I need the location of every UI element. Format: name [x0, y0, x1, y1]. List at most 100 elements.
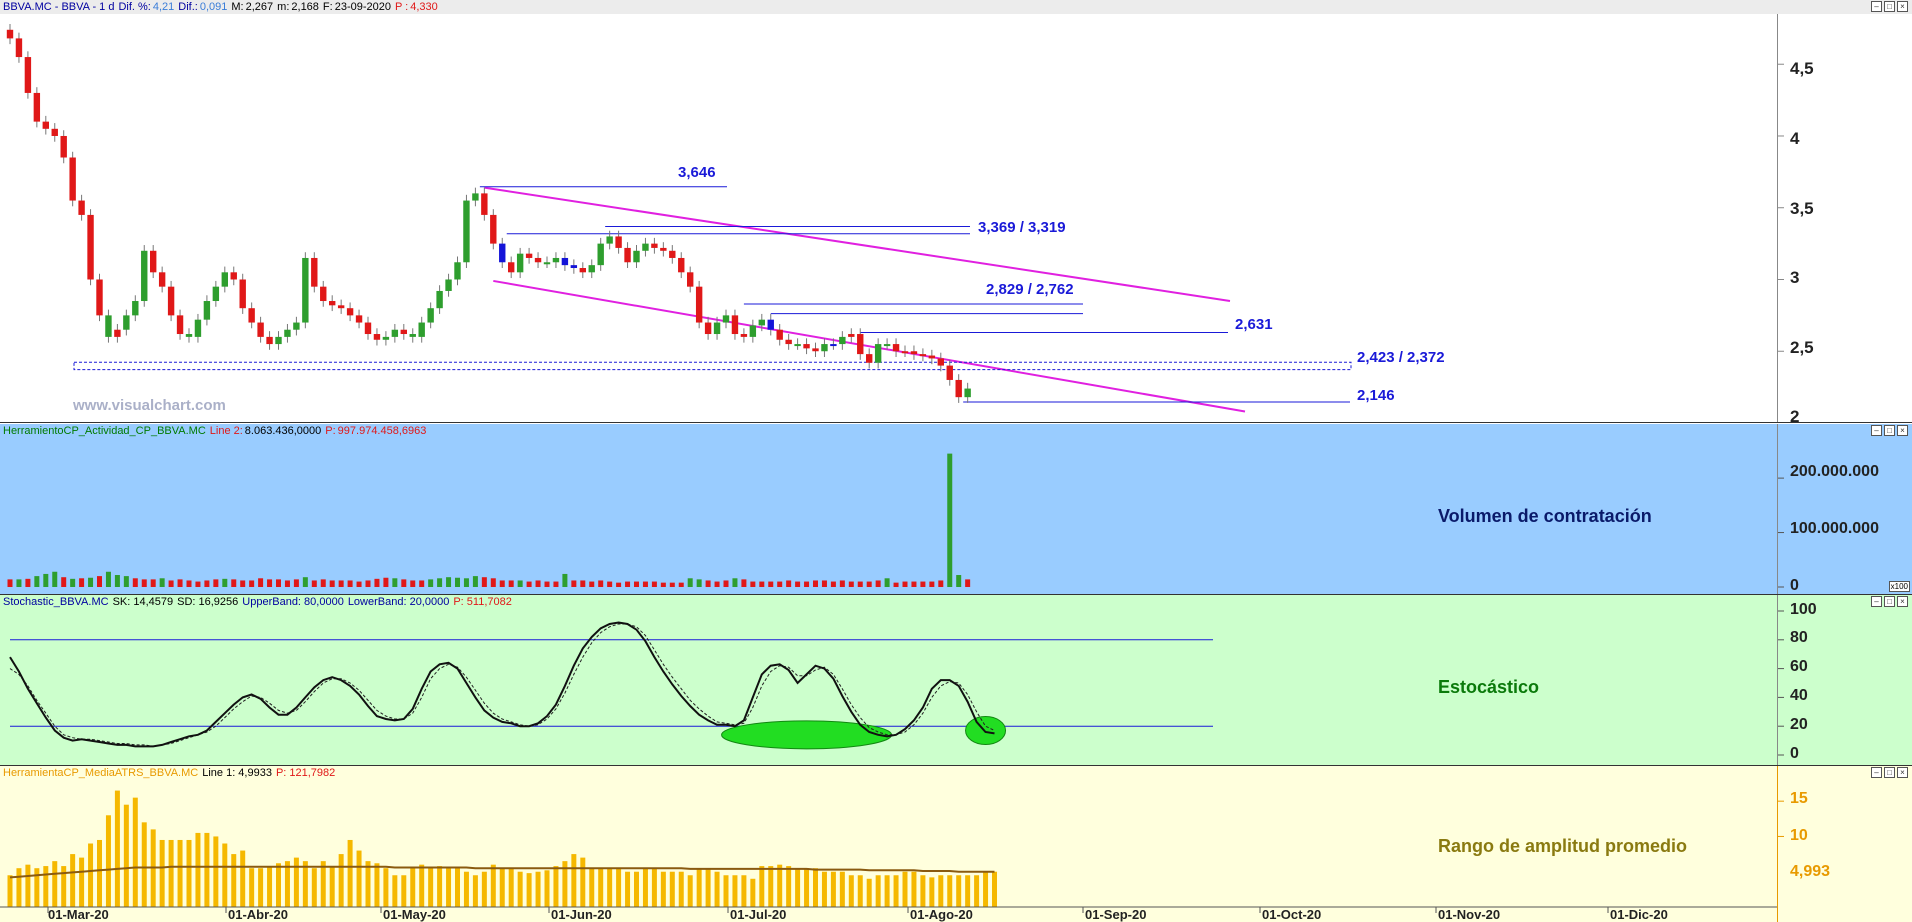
level-label-2829-2762: 2,829 / 2,762 — [986, 281, 1074, 298]
minimize-icon[interactable]: – — [1871, 425, 1882, 436]
candle-body — [132, 301, 139, 316]
atr-bar — [88, 843, 94, 907]
volume-bar — [204, 580, 210, 587]
volume-bar — [911, 581, 917, 587]
atr-bar — [141, 822, 147, 907]
candle-body — [794, 344, 801, 347]
volume-bar — [553, 581, 559, 587]
atr-bar — [965, 875, 971, 907]
minimize-icon[interactable]: – — [1871, 596, 1882, 607]
candle-body — [678, 257, 685, 273]
atr-bar — [660, 871, 666, 907]
minimize-icon[interactable]: – — [1871, 767, 1882, 778]
atr-bar — [320, 861, 326, 907]
candle-body — [141, 250, 148, 302]
volume-bar — [938, 580, 944, 587]
volume-bar — [293, 579, 299, 587]
min-value: 2,168 — [291, 1, 319, 13]
volume-bar — [562, 573, 568, 587]
volume-bar — [258, 578, 264, 587]
candle-body — [212, 286, 220, 302]
volume-bar — [419, 580, 425, 587]
x-label-ago: 01-Ago-20 — [910, 907, 973, 922]
atr-bar — [52, 861, 58, 907]
volume-bar — [732, 578, 738, 587]
candle-body — [51, 128, 58, 136]
close-icon[interactable]: × — [1897, 425, 1908, 436]
atr-window-controls: – □ × — [1869, 767, 1908, 778]
atr-bar — [598, 868, 604, 907]
volume-bar — [347, 580, 353, 587]
candle-body — [33, 92, 41, 122]
candle-body — [687, 272, 694, 287]
candle-body — [615, 236, 622, 248]
price-tick-2-5: 2,5 — [1790, 338, 1814, 357]
candle-body — [821, 344, 828, 352]
stoch-sk: SK: 14,4579 — [112, 596, 174, 608]
symbol-label: BBVA.MC - BBVA - 1 d — [3, 1, 115, 13]
candle-body — [418, 322, 425, 337]
volume-bar — [302, 577, 308, 587]
volume-bar — [249, 580, 255, 587]
candle-body — [78, 200, 85, 215]
atr-bar — [669, 871, 675, 907]
atr-bar — [25, 864, 31, 907]
volume-bar — [114, 575, 120, 587]
atr-bar — [839, 871, 845, 907]
volume-bar — [589, 581, 595, 587]
maximize-icon[interactable]: □ — [1884, 1, 1895, 12]
atr-bar — [848, 875, 854, 907]
candle-body — [516, 253, 524, 273]
volume-bar — [705, 580, 711, 587]
atr-bar — [159, 839, 165, 907]
volume-bar — [52, 571, 58, 587]
volume-bar — [723, 580, 729, 587]
volume-bar — [267, 579, 273, 587]
atr-bar — [526, 873, 532, 907]
maximize-icon[interactable]: □ — [1884, 767, 1895, 778]
volume-bar — [79, 578, 85, 587]
volume-bar — [374, 578, 380, 587]
volume-line-value: 8.063.436,0000 — [244, 425, 322, 437]
dif-pct-value: 4,21 — [152, 1, 175, 13]
atr-bar — [302, 861, 308, 907]
atr-bar — [696, 868, 702, 907]
close-icon[interactable]: × — [1897, 1, 1908, 12]
close-icon[interactable]: × — [1897, 596, 1908, 607]
stoch-upper: UpperBand: 80,0000 — [242, 596, 344, 608]
volume-bar — [651, 581, 657, 587]
volume-p-value: 997.974.458,6963 — [337, 425, 427, 437]
volume-bar — [884, 578, 890, 587]
maximize-icon[interactable]: □ — [1884, 596, 1895, 607]
volume-bar — [105, 571, 111, 587]
p-value: 4,330 — [410, 1, 438, 13]
price-header: BBVA.MC - BBVA - 1 d Dif. %: 4,21 Dif.: 0,09… — [0, 0, 1912, 14]
candle-body — [346, 308, 354, 316]
volume-bar — [929, 581, 935, 587]
atr-bar — [472, 875, 478, 907]
close-icon[interactable]: × — [1897, 767, 1908, 778]
volume-bar — [168, 580, 174, 587]
volume-bar — [678, 582, 684, 587]
atr-bar — [929, 877, 935, 907]
atr-bar — [499, 868, 505, 907]
atr-bar — [293, 857, 299, 907]
support-zone-2423-2372 — [73, 361, 1352, 371]
min-label: m: — [277, 1, 290, 13]
stoch-p: P: 511,7082 — [453, 596, 512, 608]
candle-body — [606, 236, 613, 244]
maximize-icon[interactable]: □ — [1884, 425, 1895, 436]
candle-body — [239, 279, 246, 309]
candle-body — [293, 322, 300, 330]
volume-bar — [821, 580, 827, 587]
volume-p-label: P: — [325, 425, 336, 437]
volume-bar — [544, 581, 550, 587]
candle-body — [946, 365, 953, 380]
atr-bar — [428, 868, 434, 907]
candle-body — [919, 354, 927, 357]
candle-body — [257, 322, 264, 337]
atr-bar — [544, 870, 550, 907]
atr-bar — [34, 868, 40, 907]
atr-bar — [651, 868, 657, 907]
minimize-icon[interactable]: – — [1871, 1, 1882, 12]
